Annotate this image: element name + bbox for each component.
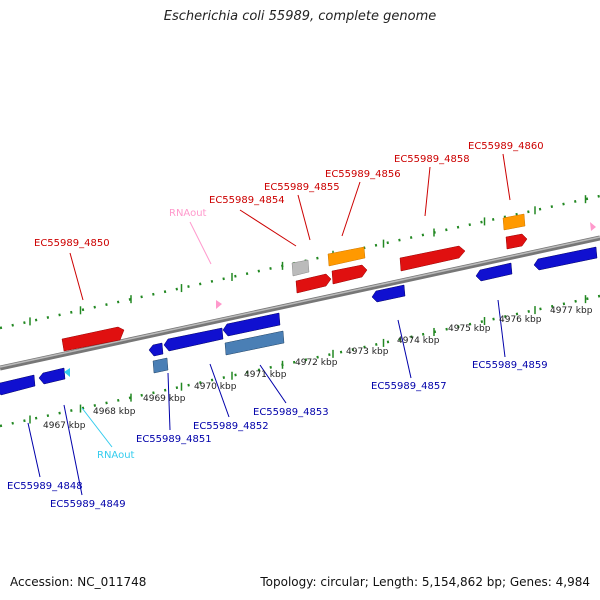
label-ec55989-4853[interactable]: EC55989_4853 xyxy=(253,407,329,418)
backbone-highlight xyxy=(0,236,600,368)
gene-4855-block[interactable] xyxy=(295,273,332,294)
tick-label-4973: 4973 kbp xyxy=(346,347,389,357)
backbone-line xyxy=(0,235,600,371)
label-ec55989-4856[interactable]: EC55989_4856 xyxy=(325,169,401,180)
gene-4860-block[interactable] xyxy=(505,233,528,250)
gene-4856-block[interactable] xyxy=(331,264,368,285)
gene-4850-block[interactable] xyxy=(61,326,125,352)
gene-4851-pseudo-block[interactable] xyxy=(152,357,169,374)
gene-4858-block[interactable] xyxy=(399,245,466,272)
label-ec55989-4849[interactable]: EC55989_4849 xyxy=(50,499,126,510)
rna-forward-marker-right[interactable] xyxy=(590,222,596,231)
tick-label-4972: 4972 kbp xyxy=(295,358,338,368)
accession-text: Accession: NC_011748 xyxy=(10,575,147,589)
label-ec55989-4858[interactable]: EC55989_4858 xyxy=(394,154,470,165)
tick-label-4970: 4970 kbp xyxy=(194,382,237,392)
tick-label-4976: 4976 kbp xyxy=(499,315,542,325)
forward-gene-labels: EC55989_4850 RNAout EC55989_4854 EC55989… xyxy=(34,141,544,249)
tick-label-4969: 4969 kbp xyxy=(143,394,186,404)
label-ec55989-4848[interactable]: EC55989_4848 xyxy=(7,481,83,492)
gene-4852-block[interactable] xyxy=(222,312,281,337)
gene-4857-block[interactable] xyxy=(371,284,406,303)
tick-labels: 4967 kbp 4968 kbp 4969 kbp 4970 kbp 4971… xyxy=(43,306,593,431)
gene-4853-block[interactable] xyxy=(224,330,285,356)
label-ec55989-4855[interactable]: EC55989_4855 xyxy=(264,182,340,193)
rna-reverse-marker[interactable] xyxy=(64,368,70,377)
gene-4861-block[interactable] xyxy=(533,246,598,271)
gene-4859-block[interactable] xyxy=(475,262,513,282)
tick-label-4968: 4968 kbp xyxy=(93,407,136,417)
tick-label-4971: 4971 kbp xyxy=(244,370,287,380)
label-connectors xyxy=(27,153,511,496)
label-rnaout-forward[interactable]: RNAout xyxy=(169,208,207,219)
genome-summary-text: Topology: circular; Length: 5,154,862 bp… xyxy=(260,575,590,589)
label-ec55989-4857[interactable]: EC55989_4857 xyxy=(371,381,447,392)
rna-4860-block[interactable] xyxy=(502,213,526,231)
label-ec55989-4852[interactable]: EC55989_4852 xyxy=(193,421,269,432)
reverse-gene-labels: EC55989_4848 EC55989_4849 RNAout EC55989… xyxy=(7,360,548,510)
gene-4851-small-block[interactable] xyxy=(148,342,164,357)
tick-label-4977: 4977 kbp xyxy=(550,306,593,316)
label-ec55989-4850[interactable]: EC55989_4850 xyxy=(34,238,110,249)
major-ticks xyxy=(29,195,587,424)
map-title: Escherichia coli 55989, complete genome xyxy=(163,9,437,24)
rna-4856-block[interactable] xyxy=(327,246,366,267)
label-ec55989-4860[interactable]: EC55989_4860 xyxy=(468,141,544,152)
gene-4851-block[interactable] xyxy=(163,327,224,352)
tick-label-4967: 4967 kbp xyxy=(43,421,86,431)
gene-4854-block[interactable] xyxy=(291,259,310,277)
rna-forward-marker[interactable] xyxy=(216,300,222,309)
label-rnaout-reverse[interactable]: RNAout xyxy=(97,450,135,461)
gene-4848-block[interactable] xyxy=(0,374,36,396)
label-ec55989-4851[interactable]: EC55989_4851 xyxy=(136,434,212,445)
tick-label-4975: 4975 kbp xyxy=(448,324,491,334)
label-ec55989-4854[interactable]: EC55989_4854 xyxy=(209,195,285,206)
gene-4849-block[interactable] xyxy=(38,367,66,385)
gene-blocks xyxy=(0,213,598,396)
tick-label-4974: 4974 kbp xyxy=(397,336,440,346)
label-ec55989-4859[interactable]: EC55989_4859 xyxy=(472,360,548,371)
